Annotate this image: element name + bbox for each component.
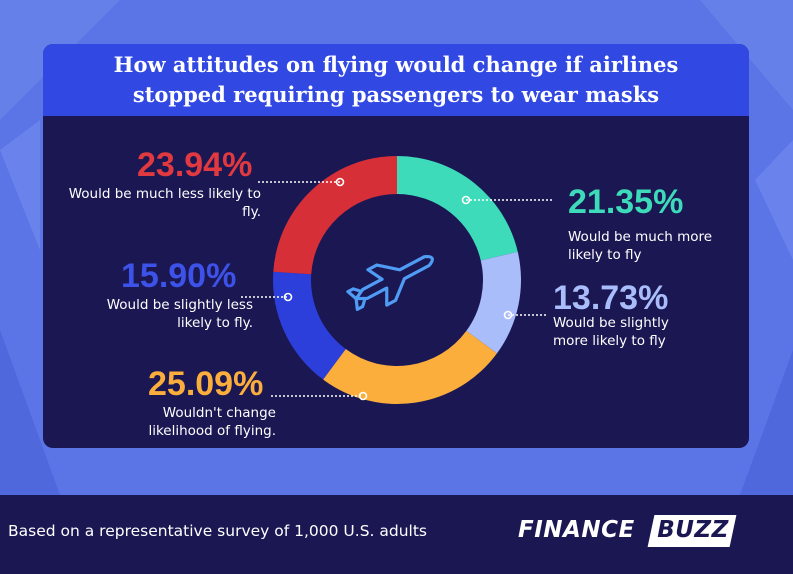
slice-label-slightly-more: 13.73% — [553, 279, 669, 317]
slice-much-less — [273, 156, 397, 275]
slice-desc-much-less: Would be much less likely to fly. — [68, 186, 261, 220]
chart-card: How attitudes on flying would change if … — [43, 44, 749, 448]
chart-title: How attitudes on flying would change if … — [113, 52, 679, 107]
slice-no-change — [323, 330, 497, 404]
slice-slightly-less — [273, 271, 346, 380]
leader-slightly-less-marker — [283, 292, 293, 302]
slice-desc-no-change: Wouldn't change likelihood of flying. — [148, 405, 276, 439]
slice-slightly-more — [466, 251, 521, 354]
slice-desc-slightly-less: Would be slightly less likely to fly. — [106, 297, 253, 331]
slice-desc-much-more: Would be much more likely to fly — [568, 229, 713, 263]
donut-chart — [241, 156, 553, 404]
slice-label-much-more: 21.35% — [568, 183, 684, 221]
background-pattern — [0, 0, 793, 495]
slice-label-no-change: 25.09% — [148, 365, 264, 403]
leader-no-change-marker — [358, 391, 368, 401]
title-bar: How attitudes on flying would change if … — [43, 44, 749, 116]
slice-much-more — [397, 156, 518, 261]
slice-label-much-less: 23.94% — [137, 146, 253, 184]
logo-finance-text: FINANCE — [518, 517, 635, 543]
survey-footnote: Based on a representative survey of 1,00… — [8, 522, 428, 540]
airplane-icon — [346, 254, 434, 311]
footer: Based on a representative survey of 1,00… — [0, 495, 793, 574]
logo-buzz-text: BUZZ — [657, 517, 729, 543]
slice-label-slightly-less: 15.90% — [121, 257, 237, 295]
leader-slightly-more-marker — [503, 310, 513, 320]
leader-much-less-marker — [335, 177, 345, 187]
slice-desc-slightly-more: Would be slightly more likely to fly — [553, 315, 669, 349]
leader-much-more-marker — [461, 195, 471, 205]
